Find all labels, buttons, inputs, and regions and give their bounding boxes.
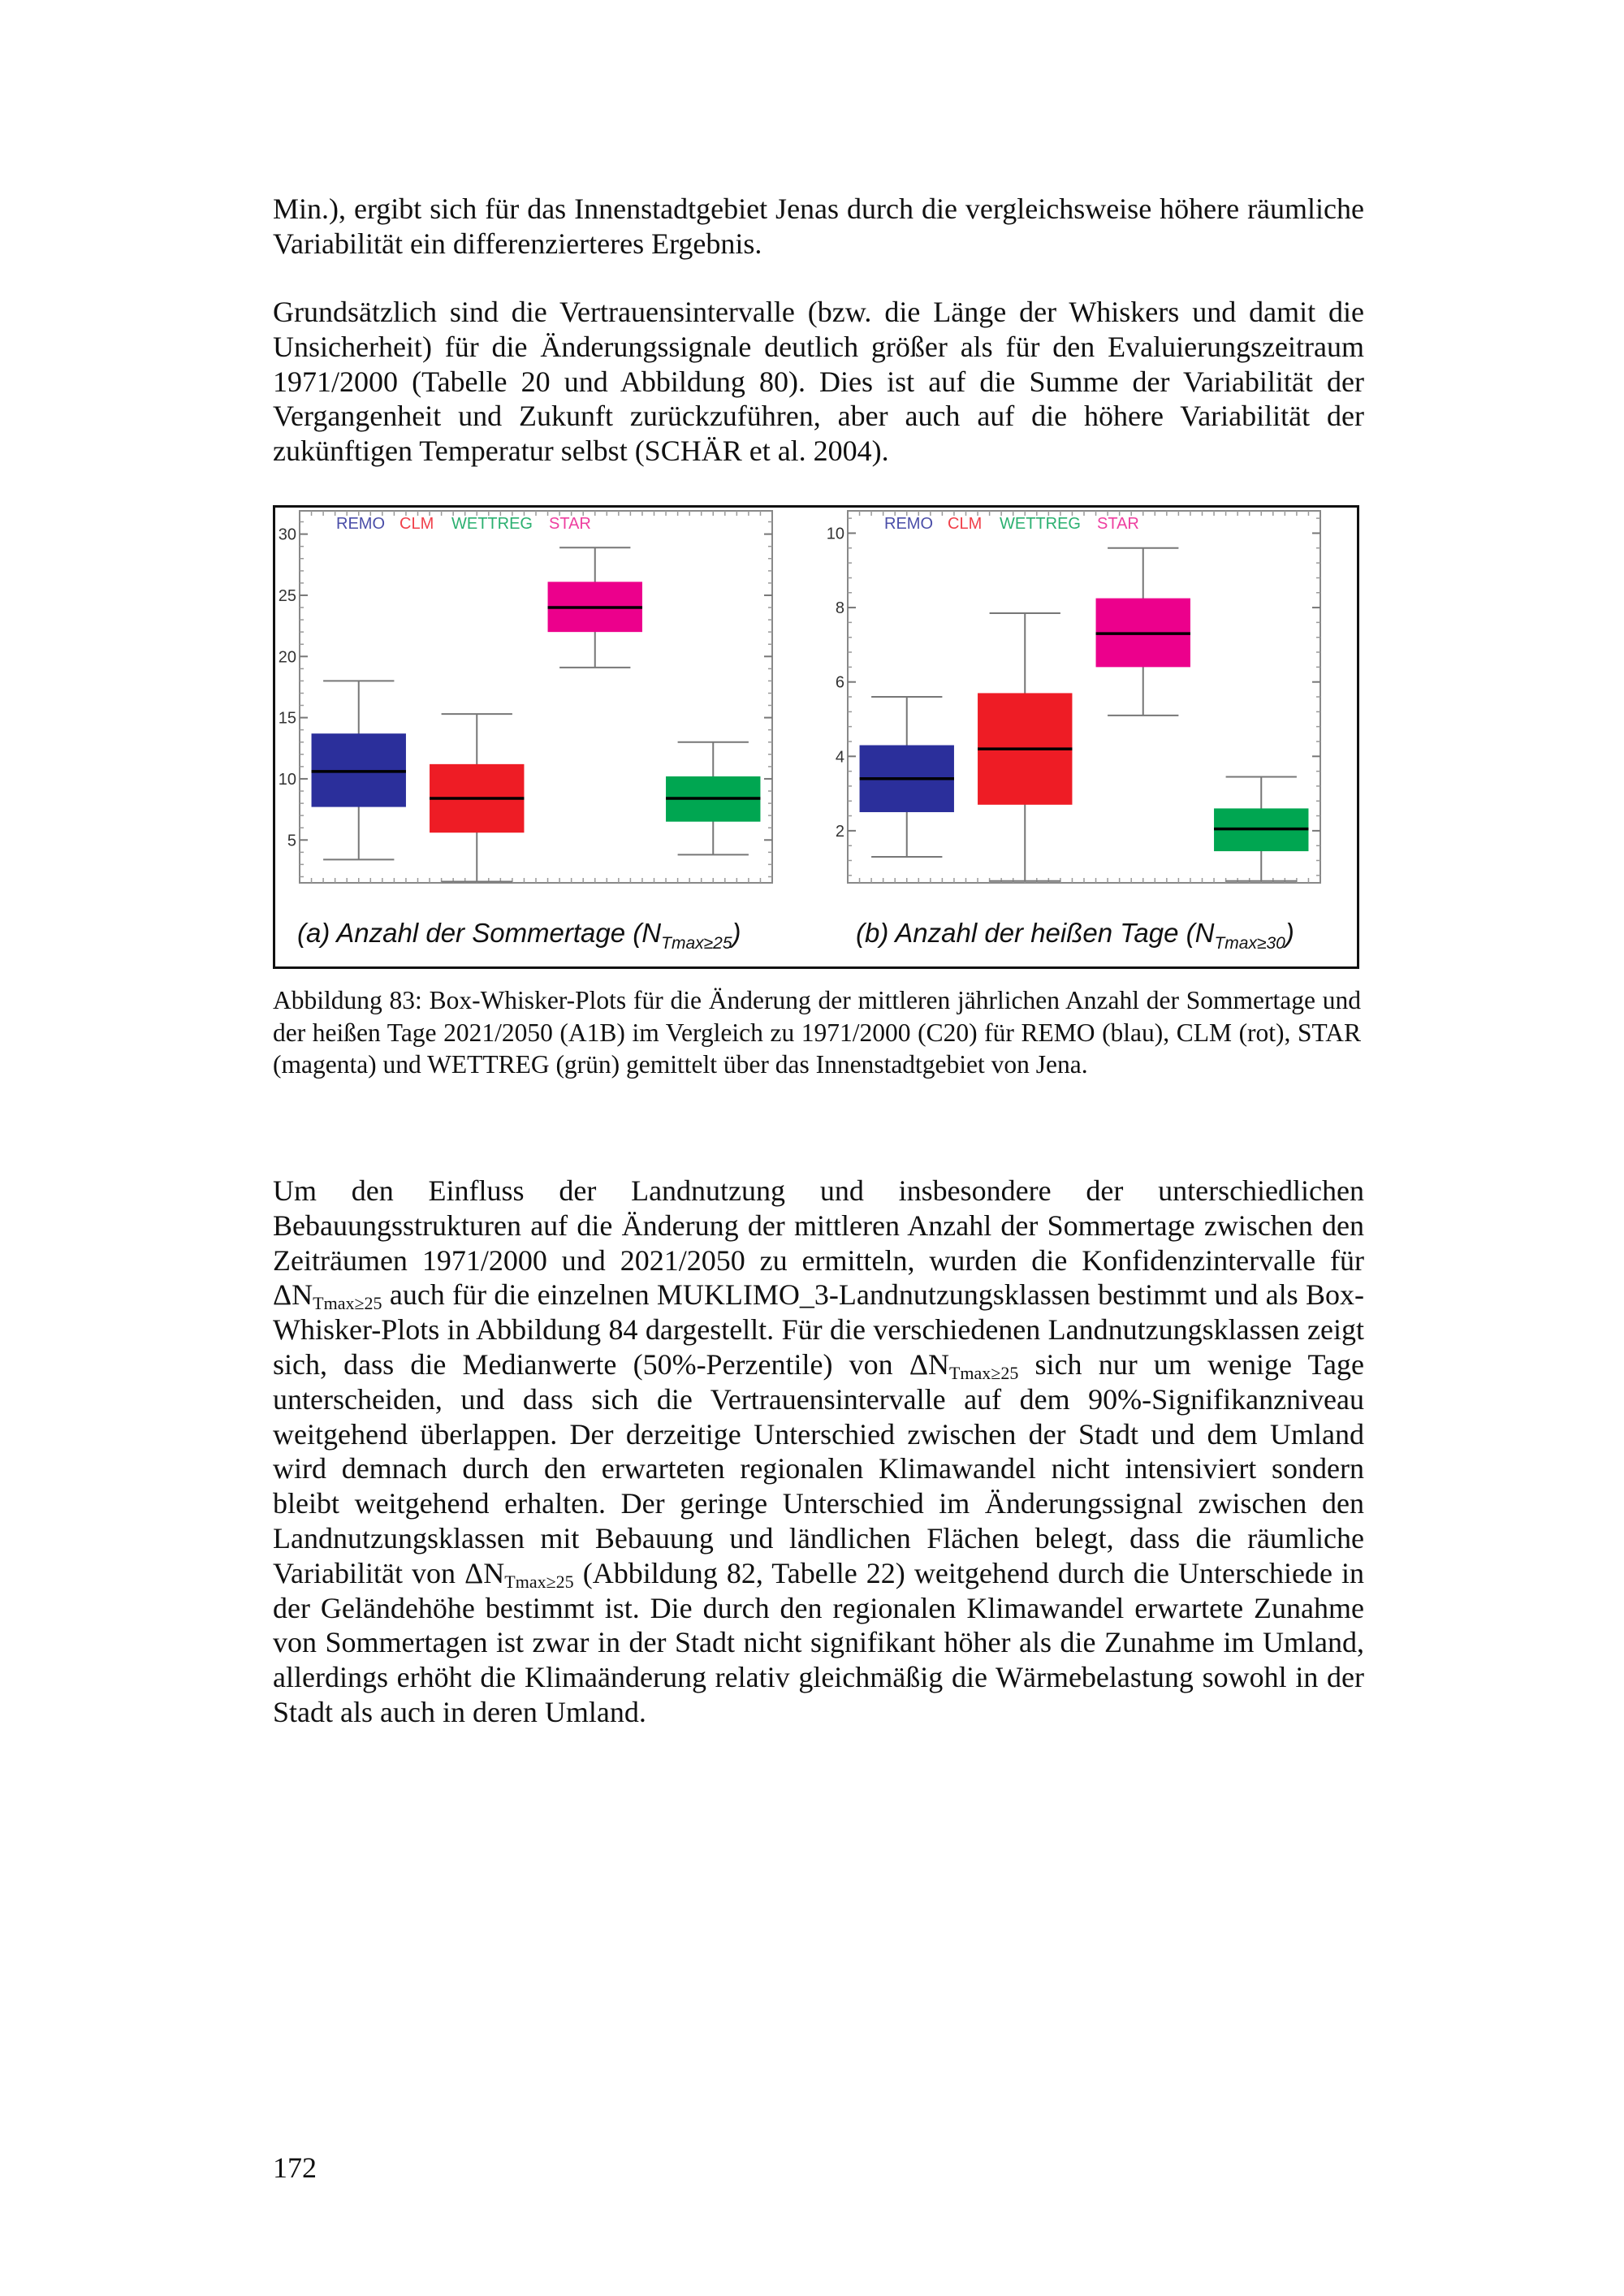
paragraph-intro: Min.), ergibt sich für das Innenstadtgeb… xyxy=(273,192,1364,260)
y-tick-label: 4 xyxy=(836,748,844,766)
box-wettreg xyxy=(666,741,761,856)
box-clm xyxy=(430,713,525,883)
label-b-text: (b) Anzahl der heißen Tage (N xyxy=(856,918,1215,948)
y-tick-label: 10 xyxy=(827,525,844,543)
figure-caption: Abbildung 83: Box-Whisker-Plots für die … xyxy=(273,986,1361,1079)
label-a-text: (a) Anzahl der Sommertage (N xyxy=(297,918,662,948)
text-segment: sich nur um wenige Tage unterscheiden, u… xyxy=(273,1347,1364,1589)
label-b-subscript: Tmax≥30 xyxy=(1214,934,1285,953)
legend-entry-star: STAR xyxy=(549,515,591,533)
y-tick-label: 6 xyxy=(836,674,844,692)
y-tick-label: 20 xyxy=(279,648,296,666)
minor-ticks xyxy=(300,511,772,883)
label-a-end: ) xyxy=(732,918,741,948)
y-tick-label: 2 xyxy=(836,823,844,841)
legend-entry-wettreg: WETTREG xyxy=(1000,515,1081,533)
legend-entry-remo: REMO xyxy=(336,515,385,533)
text-segment: (Abbildung 82, Tabelle 22) weitgehend du… xyxy=(273,1556,1365,1728)
box-clm xyxy=(978,612,1073,882)
subfigure-label-a: (a) Anzahl der Sommertage (NTmax≥25) xyxy=(297,918,741,952)
boxplot-summer-days: 5 10 15 20 25 30 REMO CLM WETTREG STAR xyxy=(279,510,773,884)
y-tick-label: 5 xyxy=(287,832,296,850)
y-tick-label: 30 xyxy=(279,526,296,544)
page-number: 172 xyxy=(273,2151,317,2184)
box-wettreg xyxy=(1214,776,1309,882)
plot-frame xyxy=(299,510,773,884)
paragraph-land-use: Um den Einfluss der Landnutzung und insb… xyxy=(273,1174,1364,1730)
legend-entry-clm: CLM xyxy=(948,515,982,533)
legend-entry-remo: REMO xyxy=(884,515,933,533)
y-tick-label: 10 xyxy=(279,771,296,789)
subfigure-label-b: (b) Anzahl der heißen Tage (NTmax≥30) xyxy=(856,918,1294,952)
paragraph-confidence-intervals: Grundsätzlich sind die Vertrauensinterva… xyxy=(273,296,1364,468)
subscript: Tmax≥25 xyxy=(504,1571,574,1592)
box-star xyxy=(1095,547,1190,716)
y-tick-label: 15 xyxy=(279,710,296,728)
subscript: Tmax≥25 xyxy=(948,1362,1019,1383)
box-remo xyxy=(311,680,406,861)
text-segment: Um den Einfluss der Landnutzung und insb… xyxy=(273,1174,1364,1312)
legend-entry-wettreg: WETTREG xyxy=(451,515,533,533)
box-remo xyxy=(859,696,954,858)
text-segment: auch für die einzelnen MUKLIMO_3-Landnut… xyxy=(273,1278,1364,1381)
y-tick-label: 8 xyxy=(836,599,844,617)
label-b-end: ) xyxy=(1285,918,1294,948)
legend-entry-star: STAR xyxy=(1097,515,1139,533)
boxplot-hot-days: 2 4 6 8 10 REMO CLM WETTREG STAR xyxy=(827,510,1321,884)
box-star xyxy=(547,547,642,668)
y-tick-label: 25 xyxy=(279,587,296,605)
legend-entry-clm: CLM xyxy=(400,515,434,533)
subscript: Tmax≥25 xyxy=(313,1293,382,1314)
label-a-subscript: Tmax≥25 xyxy=(661,934,732,953)
